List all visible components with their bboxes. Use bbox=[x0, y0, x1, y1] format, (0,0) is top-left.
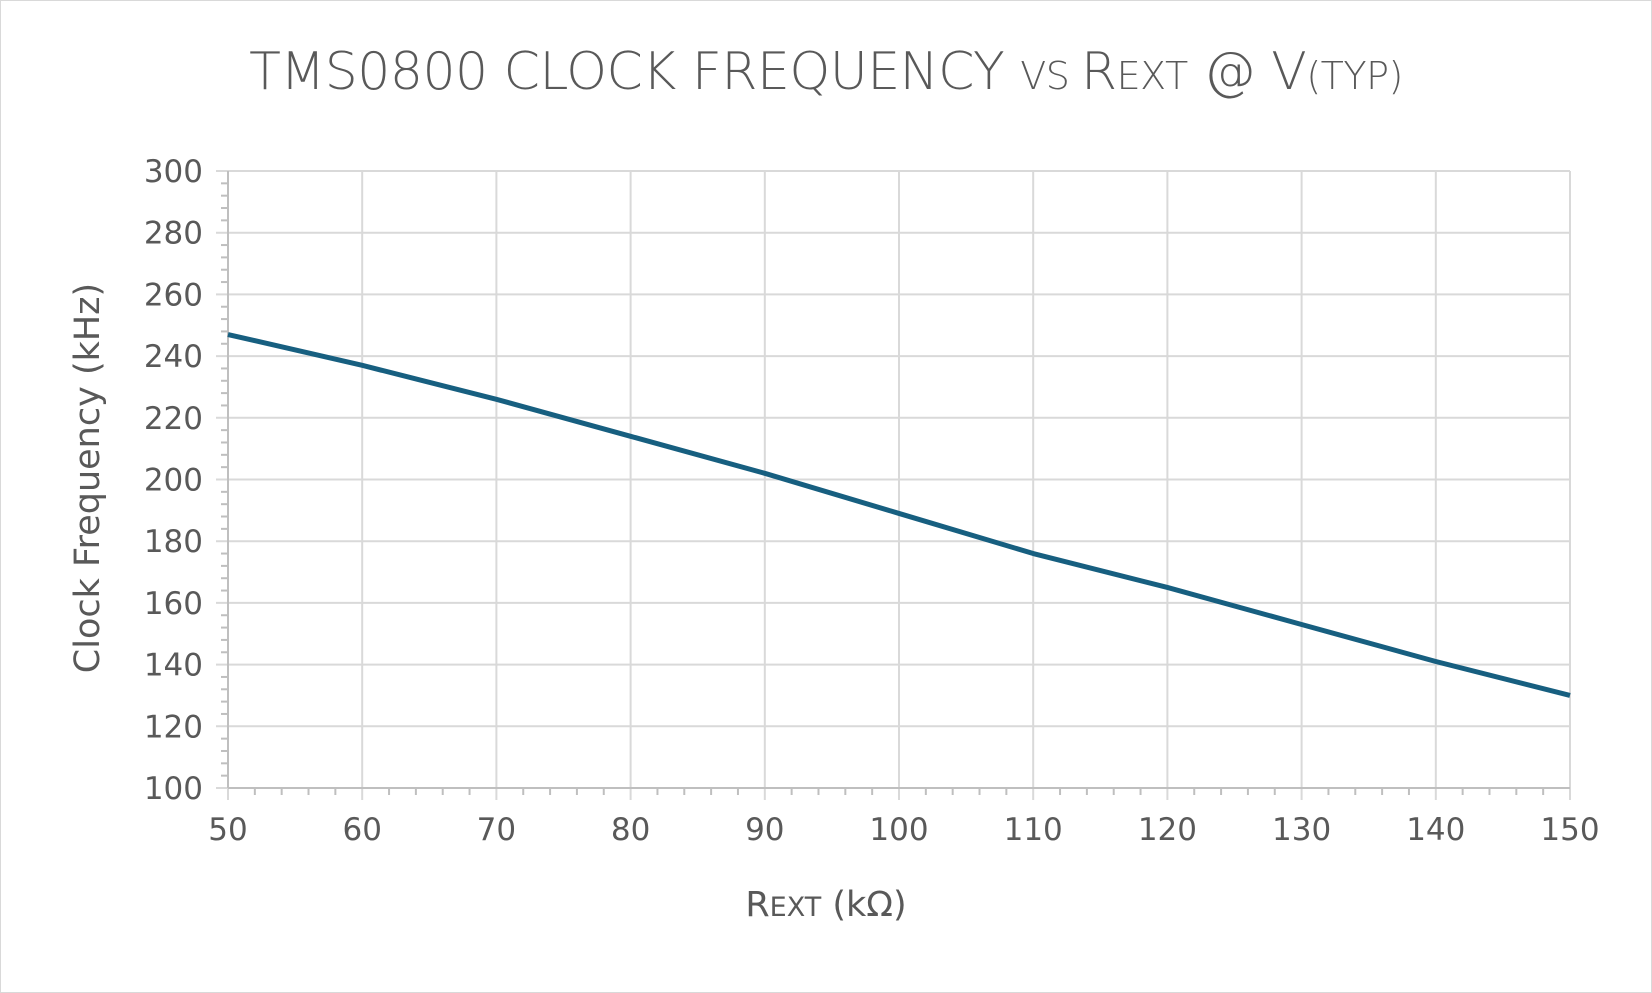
y-tick-label: 220 bbox=[144, 401, 203, 437]
title-ext: EXT bbox=[1116, 54, 1189, 98]
title-main: TMS0800 CLOCK FREQUENCY bbox=[249, 42, 1021, 102]
y-tick-label: 100 bbox=[144, 771, 203, 807]
x-tick-label: 110 bbox=[1004, 812, 1063, 848]
x-tick-label: 80 bbox=[611, 812, 650, 848]
x-tick-label: 60 bbox=[342, 812, 381, 848]
y-tick-label: 180 bbox=[144, 524, 203, 560]
y-tick-label: 200 bbox=[144, 463, 203, 499]
x-tick-label: 100 bbox=[869, 812, 928, 848]
chart-title: TMS0800 CLOCK FREQUENCY VS REXT @ V(TYP) bbox=[0, 42, 1652, 102]
xlabel-r: R bbox=[745, 885, 770, 925]
y-tick-label: 160 bbox=[144, 586, 203, 622]
x-tick-label: 130 bbox=[1272, 812, 1331, 848]
y-tick-label: 280 bbox=[144, 216, 203, 252]
xlabel-ext: EXT bbox=[769, 892, 822, 923]
x-tick-label: 70 bbox=[477, 812, 516, 848]
title-r: R bbox=[1080, 42, 1117, 102]
x-tick-label: 90 bbox=[745, 812, 784, 848]
xlabel-unit: (kΩ) bbox=[821, 885, 907, 925]
y-tick-label: 260 bbox=[144, 277, 203, 313]
title-at: @ V bbox=[1187, 42, 1307, 102]
x-tick-label: 150 bbox=[1540, 812, 1599, 848]
y-tick-label: 120 bbox=[144, 709, 203, 745]
y-tick-label: 140 bbox=[144, 648, 203, 684]
title-vs: VS bbox=[1020, 54, 1081, 98]
x-tick-label: 120 bbox=[1138, 812, 1197, 848]
title-typ: (TYP) bbox=[1306, 54, 1403, 98]
series-line bbox=[227, 332, 1571, 698]
y-tick-label: 300 bbox=[144, 154, 203, 190]
x-axis-label: REXT (kΩ) bbox=[0, 885, 1652, 925]
y-tick-label: 240 bbox=[144, 339, 203, 375]
x-tick-label: 140 bbox=[1406, 812, 1465, 848]
x-tick-label: 50 bbox=[208, 812, 247, 848]
